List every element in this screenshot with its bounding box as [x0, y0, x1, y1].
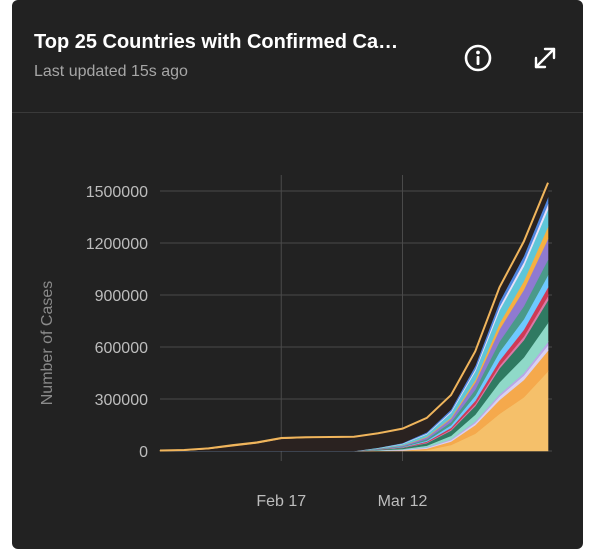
y-tick-label: 600000 [95, 340, 148, 357]
chart-card: Top 25 Countries with Confirmed Ca… Last… [12, 0, 583, 549]
x-axis-ticks: Feb 17 Mar 12 [256, 493, 427, 510]
card-header: Top 25 Countries with Confirmed Ca… Last… [12, 0, 583, 113]
stacked-area-chart: 0 300000 600000 900000 1200000 1500000 Feb 17… [39, 175, 552, 510]
y-tick-label: 900000 [95, 288, 148, 305]
expand-button[interactable] [528, 41, 562, 75]
x-tick-label: Mar 12 [378, 493, 428, 510]
card-title: Top 25 Countries with Confirmed Ca… [34, 31, 399, 53]
y-tick-label: 300000 [95, 392, 148, 409]
info-button[interactable] [461, 41, 495, 75]
y-tick-label: 1200000 [86, 236, 148, 253]
y-tick-label: 1500000 [86, 184, 148, 201]
info-circle-icon [464, 44, 492, 72]
y-tick-label: 0 [139, 444, 148, 461]
x-tick-label: Feb 17 [256, 493, 306, 510]
chart-areas [159, 182, 549, 452]
y-axis-label: Number of Cases [39, 281, 56, 406]
area-top-edge [159, 182, 549, 452]
y-axis-ticks: 0 300000 600000 900000 1200000 1500000 [86, 184, 148, 461]
expand-arrows-icon [534, 47, 556, 69]
last-updated-text: Last updated 15s ago [34, 63, 188, 80]
